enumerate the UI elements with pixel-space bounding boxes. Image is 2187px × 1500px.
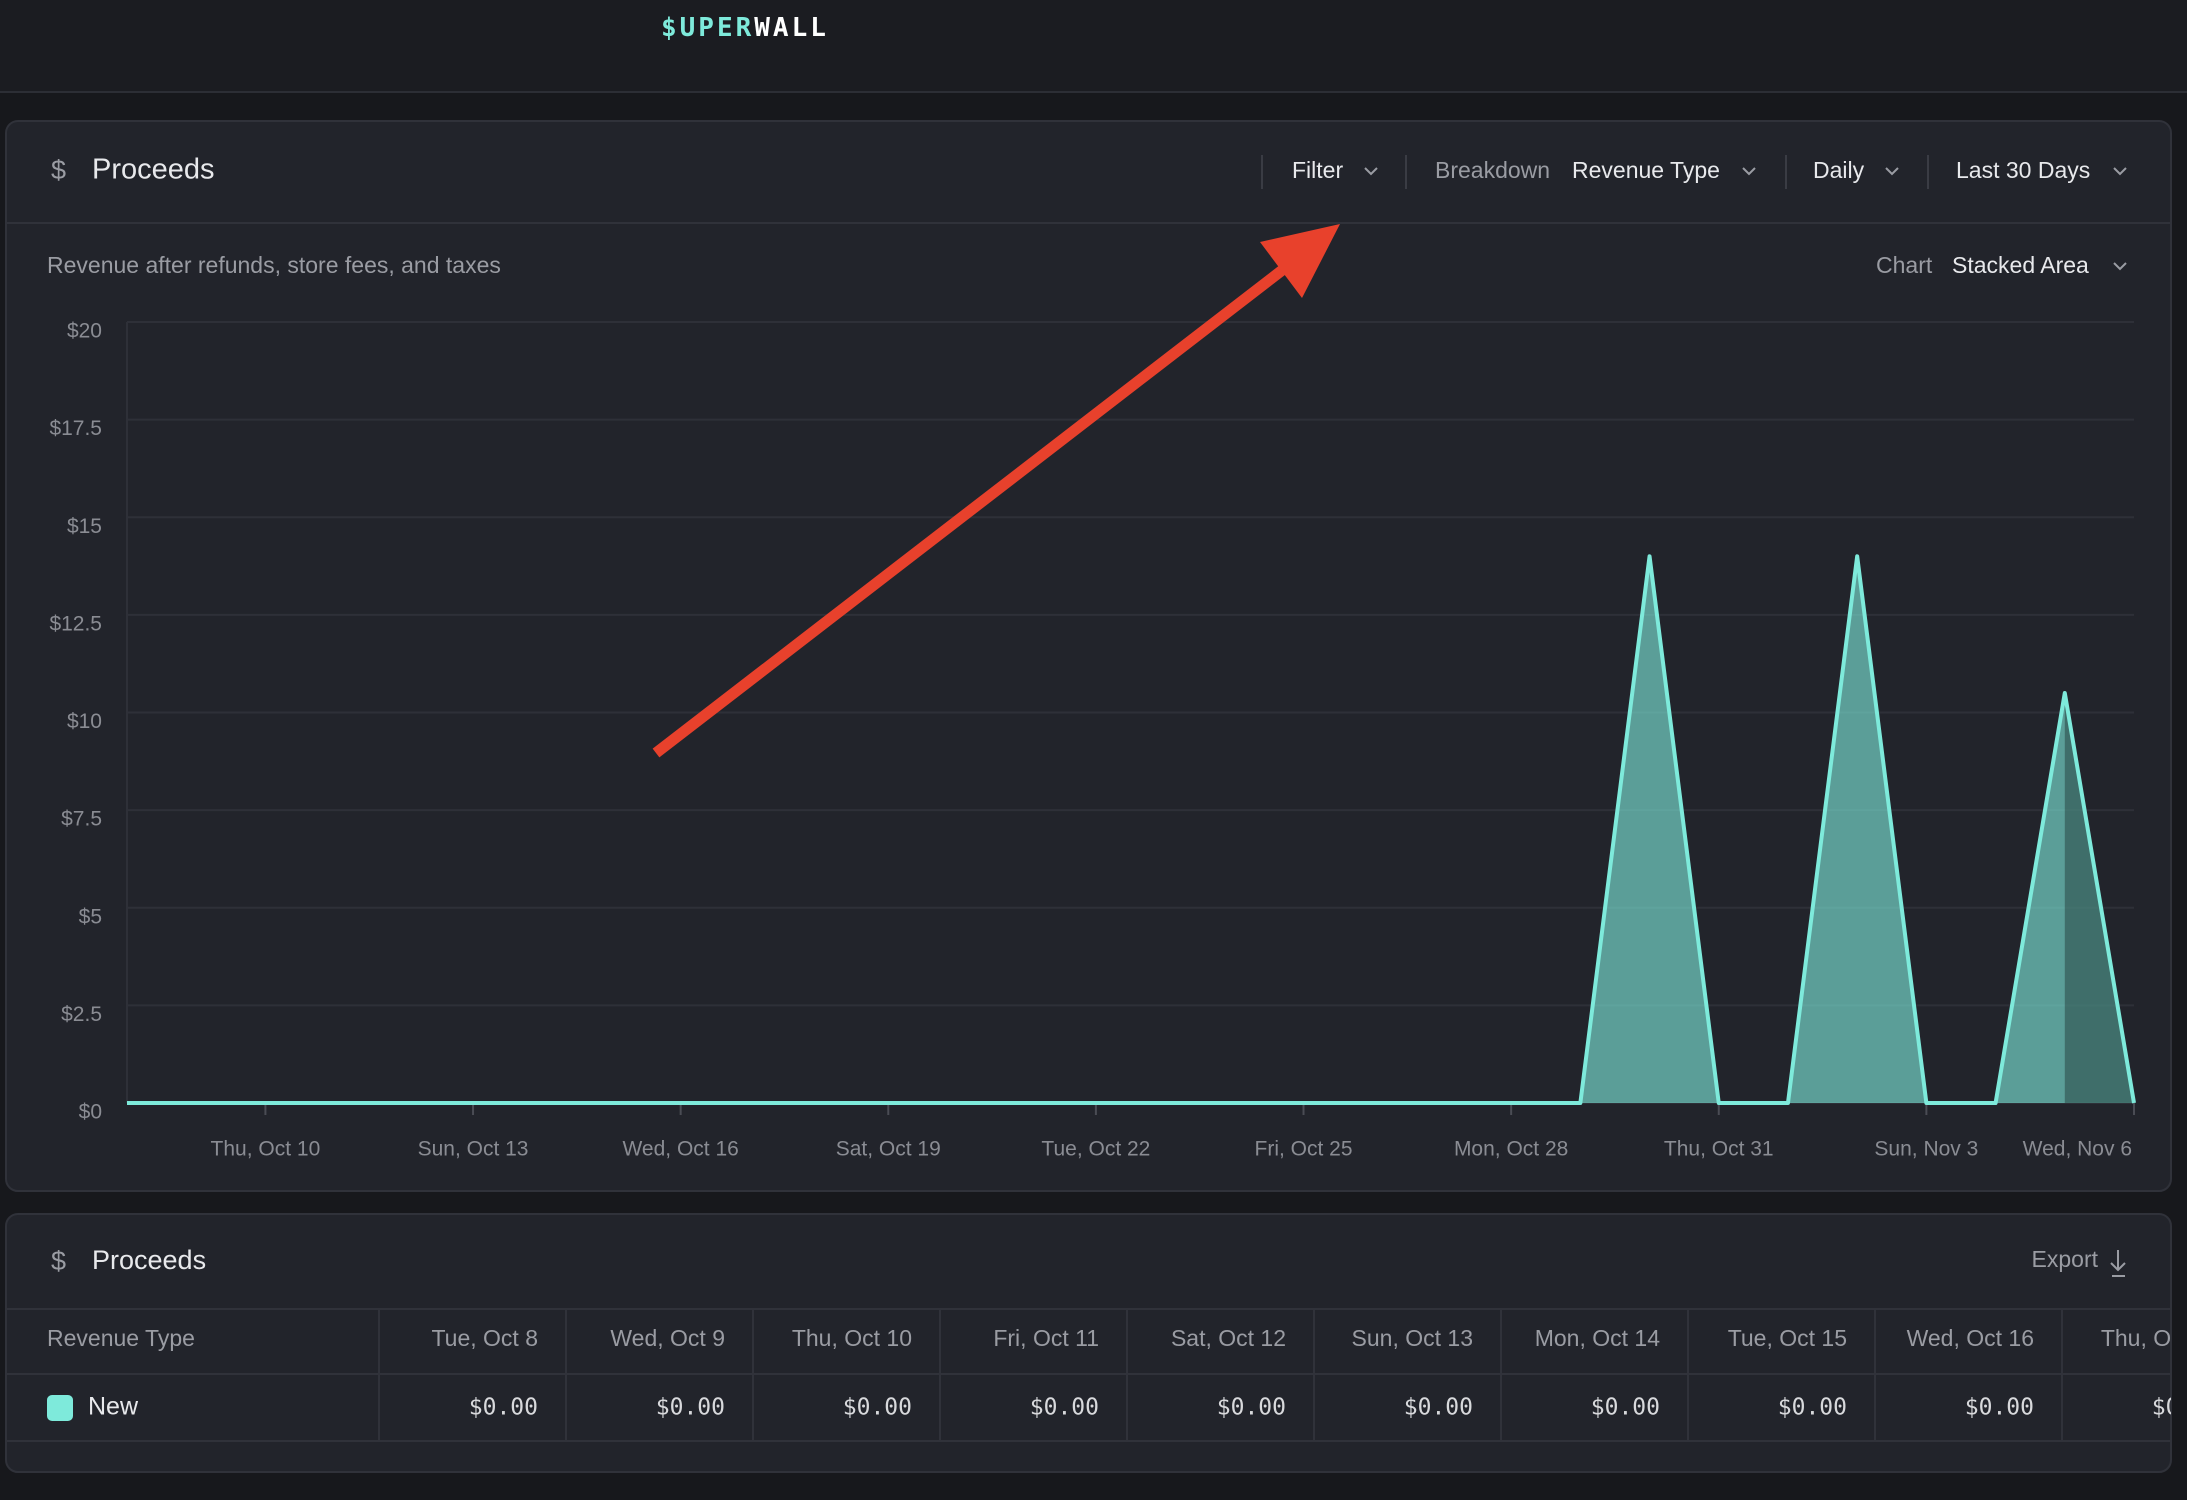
cell-value: $0.00 xyxy=(469,1395,538,1421)
cell-value: $0.00 xyxy=(1965,1395,2034,1421)
x-tick-label: Sun, Oct 13 xyxy=(418,1138,529,1161)
table-icon: $ xyxy=(51,1246,66,1276)
x-tick-label: Thu, Oct 31 xyxy=(1664,1138,1774,1161)
column-header: Revenue Type xyxy=(47,1325,195,1351)
table: Revenue Type Tue, Oct 8 Wed, Oct 9 Thu, Oct… xyxy=(6,1308,2187,1442)
chevron xyxy=(2113,167,2127,176)
filter-button[interactable]: Filter xyxy=(1292,157,1343,183)
x-tick-label: Thu, Oct 10 xyxy=(211,1138,321,1161)
x-tick-label: Sun, Nov 3 xyxy=(1874,1138,1978,1161)
subtitle: Revenue after refunds, store fees, and t… xyxy=(47,252,501,278)
area-fill xyxy=(127,556,2134,1103)
column-header: Fri, Oct 11 xyxy=(993,1325,1099,1351)
table-panel xyxy=(5,1213,2172,1473)
interval-dropdown[interactable]: Daily xyxy=(1813,157,1865,183)
panel-title: Proceeds xyxy=(92,154,215,186)
y-tick-label: $2.5 xyxy=(61,1003,102,1026)
chevron xyxy=(1364,167,1378,176)
logo[interactable]: $UPERWALL xyxy=(661,13,829,43)
x-tick-label: Wed, Oct 16 xyxy=(622,1138,738,1161)
range-dropdown[interactable]: Last 30 Days xyxy=(1956,157,2090,183)
chart-label: Chart xyxy=(1876,252,1933,278)
y-tick-label: $10 xyxy=(67,710,102,733)
x-tick-label: Fri, Oct 25 xyxy=(1255,1138,1353,1161)
x-tick-label: Mon, Oct 28 xyxy=(1454,1138,1568,1161)
column-header: Wed, Oct 9 xyxy=(610,1325,725,1351)
column-header: Sun, Oct 13 xyxy=(1352,1325,1473,1351)
panel-icon: $ xyxy=(51,155,66,185)
column-header: Tue, Oct 8 xyxy=(431,1325,538,1351)
chevron xyxy=(1885,167,1899,176)
annotation-arrow xyxy=(652,224,1340,758)
breakdown-label: Breakdown xyxy=(1435,157,1550,183)
arrow-shaft xyxy=(652,263,1289,758)
cell-value: $0.00 xyxy=(1030,1395,1099,1421)
chevron xyxy=(1742,167,1756,176)
export-icon xyxy=(2110,1250,2126,1277)
top-bar xyxy=(0,0,2187,92)
y-tick-label: $17.5 xyxy=(49,417,102,440)
export-button[interactable]: Export xyxy=(2032,1246,2099,1272)
row-swatch xyxy=(47,1395,73,1421)
x-tick-label: Tue, Oct 22 xyxy=(1041,1138,1150,1161)
logo-text: WALL xyxy=(754,13,829,43)
chevron xyxy=(2113,262,2127,271)
column-header: Thu, Oct 10 xyxy=(792,1325,912,1351)
y-tick-label: $20 xyxy=(67,320,102,343)
y-tick-label: $7.5 xyxy=(61,808,102,831)
arrow-head xyxy=(1260,224,1340,298)
column-header: Wed, Oct 16 xyxy=(1907,1325,2034,1351)
cell-value: $0.00 xyxy=(1404,1395,1473,1421)
y-tick-label: $0 xyxy=(79,1101,102,1124)
column-header: Tue, Oct 15 xyxy=(1728,1325,1847,1351)
column-header: Sat, Oct 12 xyxy=(1171,1325,1286,1351)
cell-value: $0.00 xyxy=(2152,1395,2187,1421)
plot: $0 $2.5 $5 $7.5 $10 $12.5 $15 $17.5 $20 Thu, Oct … xyxy=(49,320,2136,1161)
cell-value: $0.00 xyxy=(656,1395,725,1421)
y-tick-label: $12.5 xyxy=(49,612,102,635)
cell-value: $0.00 xyxy=(1778,1395,1847,1421)
logo-accent: $UPER xyxy=(661,13,754,43)
cell-value: $0.00 xyxy=(1591,1395,1660,1421)
breakdown-dropdown[interactable]: Revenue Type xyxy=(1572,157,1720,183)
row-label: New xyxy=(88,1393,139,1421)
chart-kind-dropdown[interactable]: Stacked Area xyxy=(1952,252,2089,278)
column-header: Thu, Oct 17 xyxy=(2101,1325,2187,1351)
cell-value: $0.00 xyxy=(1217,1395,1286,1421)
y-tick-label: $15 xyxy=(67,515,102,538)
cell-value: $0.00 xyxy=(843,1395,912,1421)
table-title: Proceeds xyxy=(92,1245,206,1275)
x-tick-label: Wed, Nov 6 xyxy=(2023,1138,2132,1161)
area-line xyxy=(127,554,2136,1105)
y-tick-label: $5 xyxy=(79,905,102,928)
x-tick-label: Sat, Oct 19 xyxy=(836,1138,941,1161)
column-header: Mon, Oct 14 xyxy=(1535,1325,1660,1351)
